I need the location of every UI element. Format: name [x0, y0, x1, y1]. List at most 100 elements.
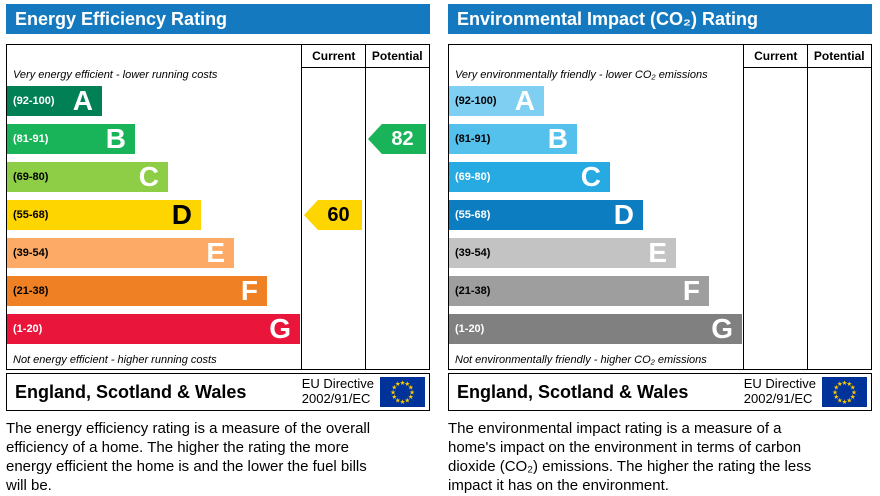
svg-text:★: ★: [846, 397, 852, 405]
band-letter-f: F: [682, 275, 700, 306]
environmental-description: The environmental impact rating is a mea…: [448, 420, 812, 494]
current-column-header: Current: [312, 49, 356, 63]
band-range-b: (81-91): [13, 133, 49, 145]
band-range-e: (39-54): [455, 247, 491, 259]
band-letter-e: E: [648, 237, 667, 268]
band-bar-d: (55-68) D: [7, 200, 201, 230]
bottom-caption: Not environmentally friendly - higher CO…: [455, 354, 707, 366]
band-letter-d: D: [171, 199, 192, 230]
band-bar-e: (39-54) E: [449, 238, 676, 268]
band-row-d: (55-68) D: [449, 200, 871, 238]
band-letter-g: G: [269, 313, 291, 344]
band-letter-a: A: [514, 85, 535, 116]
band-range-d: (55-68): [455, 209, 491, 221]
energy-description: The energy efficiency rating is a measur…: [6, 420, 371, 494]
band-row-b: (81-91) B: [449, 124, 871, 162]
band-bar-b: (81-91) B: [449, 124, 577, 154]
region-label: England, Scotland & Wales: [457, 381, 689, 402]
band-range-f: (21-38): [455, 285, 491, 297]
svg-text:★: ★: [408, 384, 414, 392]
top-caption: Very energy efficient - lower running co…: [13, 69, 218, 81]
environmental-impact-panel: Environmental Impact (CO₂) Rating Curren…: [448, 4, 872, 494]
potential-column-divider: [365, 45, 366, 369]
svg-text:★: ★: [404, 397, 410, 405]
band-range-a: (92-100): [13, 95, 55, 107]
band-row-f: (21-38) F: [7, 276, 429, 314]
eu-directive-line2: 2002/91/EC: [743, 391, 813, 406]
band-bar-b: (81-91) B: [7, 124, 135, 154]
svg-text:★: ★: [395, 380, 401, 388]
current-column-header: Current: [754, 49, 798, 63]
band-letter-e: E: [206, 237, 225, 268]
band-letter-b: B: [105, 123, 126, 154]
svg-text:★: ★: [408, 393, 414, 401]
band-bar-g: (1-20) G: [7, 314, 300, 344]
potential-arrow-shape: 82: [368, 124, 426, 154]
eu-flag-icon: ★ ★ ★ ★ ★ ★ ★ ★ ★ ★ ★ ★: [822, 377, 867, 407]
band-range-a: (92-100): [455, 95, 497, 107]
svg-text:★: ★: [391, 393, 397, 401]
region-footer: England, Scotland & Wales EU Directive 2…: [6, 373, 430, 411]
band-row-f: (21-38) F: [449, 276, 871, 314]
region-footer: England, Scotland & Wales EU Directive 2…: [448, 373, 872, 411]
eu-directive-label: EU Directive 2002/91/EC: [301, 376, 374, 407]
band-letter-c: C: [580, 161, 601, 192]
band-range-g: (1-20): [455, 323, 485, 335]
band-bar-a: (92-100) A: [7, 86, 102, 116]
band-row-a: (92-100) A: [7, 86, 429, 124]
energy-efficiency-panel: Energy Efficiency Rating Current Potenti…: [6, 4, 430, 494]
current-column-divider: [743, 45, 744, 369]
svg-text:★: ★: [409, 388, 415, 396]
top-caption: Very environmentally friendly - lower CO…: [455, 69, 708, 81]
potential-column-divider: [807, 45, 808, 369]
band-letter-a: A: [72, 85, 93, 116]
band-letter-b: B: [547, 123, 568, 154]
band-row-e: (39-54) E: [449, 238, 871, 276]
eu-directive-line1: EU Directive: [743, 376, 816, 392]
band-bar-c: (69-80) C: [7, 162, 168, 192]
band-row-e: (39-54) E: [7, 238, 429, 276]
rating-bands: (92-100) A (81-91) B (69-80) C: [449, 84, 871, 352]
band-letter-d: D: [613, 199, 634, 230]
band-bar-g: (1-20) G: [449, 314, 742, 344]
svg-text:★: ★: [850, 384, 856, 392]
svg-text:★: ★: [395, 397, 401, 405]
svg-text:★: ★: [400, 398, 406, 406]
current-arrow-shape: 60: [304, 200, 362, 230]
column-headers: Current Potential: [744, 45, 871, 68]
svg-text:★: ★: [833, 384, 839, 392]
band-letter-c: C: [138, 161, 159, 192]
svg-text:★: ★: [846, 380, 852, 388]
band-range-b: (81-91): [455, 133, 491, 145]
band-row-g: (1-20) G: [7, 314, 429, 352]
svg-text:★: ★: [842, 379, 848, 387]
rating-bands: (92-100) A (81-91) B (69-80) C: [7, 84, 429, 352]
band-row-a: (92-100) A: [449, 86, 871, 124]
eu-flag-icon: ★ ★ ★ ★ ★ ★ ★ ★ ★ ★ ★ ★: [380, 377, 425, 407]
band-row-g: (1-20) G: [449, 314, 871, 352]
svg-text:★: ★: [390, 388, 396, 396]
band-range-c: (69-80): [13, 171, 49, 183]
environmental-rating-chart: Current Potential Very environmentally f…: [448, 44, 872, 370]
eu-directive-line2: 2002/91/EC: [301, 391, 371, 406]
energy-rating-chart: Current Potential Very energy efficient …: [6, 44, 430, 370]
band-row-c: (69-80) C: [7, 162, 429, 200]
region-label: England, Scotland & Wales: [15, 381, 247, 402]
band-letter-f: F: [240, 275, 258, 306]
potential-rating-arrow: 82: [368, 124, 426, 154]
potential-column-header: Potential: [371, 49, 423, 63]
band-row-b: (81-91) B: [7, 124, 429, 162]
current-column-divider: [301, 45, 302, 369]
band-letter-g: G: [711, 313, 733, 344]
svg-text:★: ★: [404, 380, 410, 388]
potential-rating-value: 82: [391, 127, 414, 150]
svg-text:★: ★: [832, 388, 838, 396]
band-bar-c: (69-80) C: [449, 162, 610, 192]
svg-text:★: ★: [850, 393, 856, 401]
svg-text:★: ★: [837, 397, 843, 405]
potential-column-header: Potential: [813, 49, 865, 63]
environmental-panel-title: Environmental Impact (CO₂) Rating: [448, 4, 872, 34]
band-range-g: (1-20): [13, 323, 43, 335]
band-bar-d: (55-68) D: [449, 200, 643, 230]
